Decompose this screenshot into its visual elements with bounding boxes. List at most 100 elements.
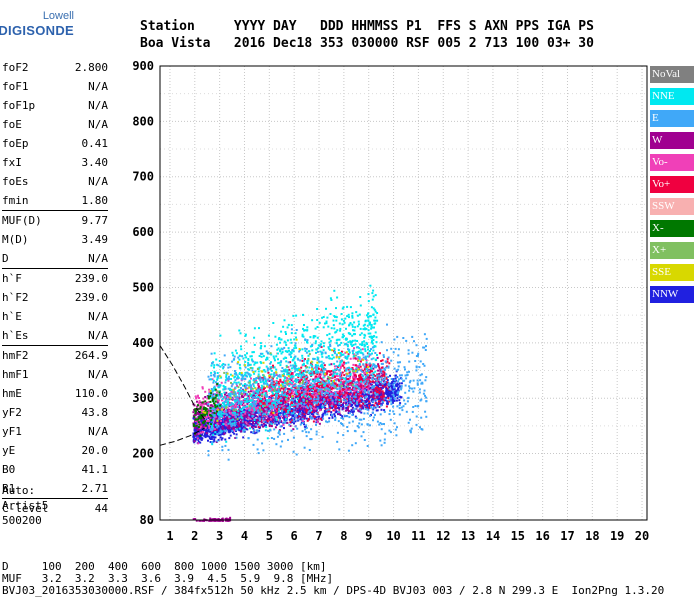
echo-point xyxy=(364,334,367,337)
echo-point xyxy=(279,378,282,381)
echo-point xyxy=(355,405,358,407)
echo-point xyxy=(251,405,254,407)
echo-point xyxy=(221,395,223,398)
echo-point xyxy=(272,322,275,324)
echo-point xyxy=(220,393,223,395)
echo-point xyxy=(279,412,282,415)
echo-point xyxy=(354,357,357,360)
echo-point xyxy=(199,437,202,440)
echo-point xyxy=(280,415,283,418)
echo-point xyxy=(207,439,209,442)
echo-point xyxy=(347,402,350,405)
echo-point xyxy=(360,390,363,393)
echo-point xyxy=(284,414,287,417)
echo-point xyxy=(222,412,225,415)
echo-point xyxy=(196,405,199,408)
echo-point xyxy=(299,411,302,414)
echo-point xyxy=(283,373,285,376)
echo-point xyxy=(293,422,295,425)
echo-point xyxy=(255,390,258,393)
echo-point xyxy=(382,370,385,373)
echo-point xyxy=(216,391,219,394)
echo-point xyxy=(387,392,389,395)
echo-point xyxy=(282,388,285,391)
echo-point xyxy=(336,385,339,388)
echo-point xyxy=(204,427,207,430)
echo-point xyxy=(397,388,399,391)
echo-point xyxy=(263,418,266,421)
echo-point xyxy=(228,437,231,440)
echo-point xyxy=(353,402,356,405)
echo-point xyxy=(238,329,241,332)
echo-point xyxy=(284,368,287,371)
echo-point xyxy=(344,351,347,354)
echo-point xyxy=(253,343,256,346)
echo-point xyxy=(311,380,314,383)
echo-point xyxy=(318,321,321,324)
echo-point xyxy=(232,414,235,417)
echo-point xyxy=(337,396,339,399)
echo-point xyxy=(370,384,373,386)
echo-point xyxy=(335,374,338,377)
echo-point xyxy=(325,400,328,403)
echo-point xyxy=(242,399,245,402)
echo-point xyxy=(285,344,288,346)
echo-point xyxy=(213,428,216,430)
echo-point xyxy=(226,416,229,418)
param-value: N/A xyxy=(88,310,108,323)
echo-point xyxy=(208,425,211,427)
echo-point xyxy=(200,425,203,428)
echo-point xyxy=(335,407,338,410)
echo-point xyxy=(341,381,344,384)
echo-point xyxy=(360,407,363,410)
echo-point xyxy=(309,370,312,373)
echo-point xyxy=(376,373,379,376)
echo-point xyxy=(258,425,261,428)
echo-point xyxy=(354,374,357,377)
echo-point xyxy=(386,360,389,363)
echo-point xyxy=(343,397,346,400)
echo-point xyxy=(279,408,282,411)
echo-point xyxy=(309,411,312,414)
echo-point xyxy=(250,387,253,390)
echo-point xyxy=(272,418,275,421)
echo-point xyxy=(376,409,379,412)
echo-point xyxy=(387,394,389,397)
echo-point xyxy=(228,387,231,390)
echo-point xyxy=(386,402,389,404)
echo-point xyxy=(325,387,328,390)
echo-point xyxy=(396,397,399,400)
echo-point xyxy=(277,347,280,350)
echo-point xyxy=(350,381,353,384)
echo-point xyxy=(375,336,378,339)
echo-point xyxy=(308,401,311,404)
echo-point xyxy=(229,516,232,519)
echo-point xyxy=(376,378,379,381)
echo-point xyxy=(333,397,336,400)
echo-point xyxy=(237,421,240,424)
echo-point xyxy=(307,354,310,357)
echo-point xyxy=(226,417,229,420)
echo-point xyxy=(270,411,273,414)
autoscaling-info: Auto: Artist5 500200 xyxy=(2,483,48,528)
echo-point xyxy=(244,415,246,418)
echo-point xyxy=(217,518,220,521)
echo-point xyxy=(385,383,387,386)
echo-point xyxy=(209,519,212,522)
echo-point xyxy=(296,393,299,396)
echo-point xyxy=(327,398,330,401)
echo-point xyxy=(357,378,359,380)
echo-point xyxy=(242,405,245,408)
echo-point xyxy=(260,423,263,426)
echo-point xyxy=(380,408,383,411)
echo-point xyxy=(320,401,322,404)
echo-point xyxy=(345,337,348,340)
echo-point xyxy=(385,388,388,391)
echo-point xyxy=(329,339,332,342)
echo-point xyxy=(352,371,355,374)
echo-point xyxy=(280,387,283,390)
echo-point xyxy=(382,386,384,389)
echo-point xyxy=(391,401,394,404)
echo-point xyxy=(199,441,202,444)
echo-point xyxy=(303,413,306,416)
